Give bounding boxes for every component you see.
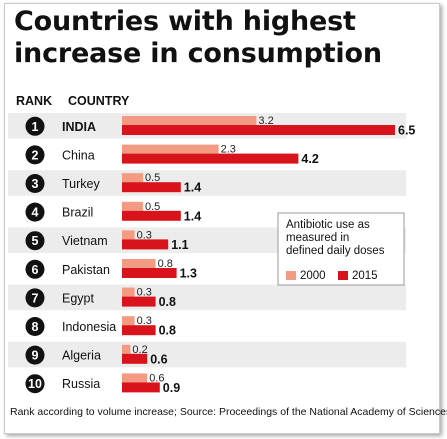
footnote: Rank according to volume increase; Sourc… bbox=[10, 406, 447, 418]
bar-2000-turkey bbox=[122, 173, 143, 183]
row-stripe-algeria bbox=[8, 341, 406, 368]
title-line-1: Countries with highest bbox=[14, 6, 356, 37]
bar-2000-china bbox=[122, 144, 219, 154]
rank-number-china: 2 bbox=[32, 148, 39, 162]
value-2015-india: 6.5 bbox=[398, 124, 415, 138]
value-2000-indonesia: 0.3 bbox=[137, 315, 152, 327]
country-label-india: INDIA bbox=[62, 120, 96, 134]
legend-title-line-1: Antibiotic use as bbox=[286, 219, 370, 231]
value-2000-brazil: 0.5 bbox=[145, 201, 160, 213]
country-header: COUNTRY bbox=[68, 94, 130, 108]
country-label-indonesia: Indonesia bbox=[62, 320, 116, 334]
legend-title-line-3: defined daily doses bbox=[286, 245, 385, 257]
value-2015-china: 4.2 bbox=[301, 152, 318, 166]
rank-number-algeria: 9 bbox=[32, 349, 39, 363]
value-2000-china: 2.3 bbox=[221, 144, 236, 156]
bar-2015-indonesia bbox=[122, 325, 156, 336]
value-2015-indonesia: 0.8 bbox=[159, 324, 176, 338]
rank-badge-egypt bbox=[25, 288, 45, 308]
rank-number-vietnam: 5 bbox=[32, 234, 39, 248]
title-line-2: increase in consumption bbox=[14, 38, 382, 69]
rank-badge-turkey bbox=[25, 174, 45, 193]
bar-2000-russia bbox=[122, 373, 148, 383]
country-label-brazil: Brazil bbox=[62, 206, 93, 220]
bar-2000-egypt bbox=[122, 287, 135, 297]
bar-2015-vietnam bbox=[122, 239, 169, 250]
bar-2000-india bbox=[122, 116, 257, 125]
rank-badge-indonesia bbox=[25, 317, 45, 336]
rank-number-brazil: 4 bbox=[32, 206, 39, 220]
bar-2000-vietnam bbox=[122, 230, 135, 240]
country-label-pakistan: Pakistan bbox=[62, 263, 110, 277]
value-2000-vietnam: 0.3 bbox=[137, 229, 152, 241]
legend-title-line-2: measured in bbox=[286, 232, 349, 244]
rank-badge-algeria bbox=[25, 345, 45, 365]
bar-2015-algeria bbox=[122, 353, 148, 364]
rank-badge-russia bbox=[25, 374, 45, 394]
value-2000-egypt: 0.3 bbox=[137, 287, 152, 299]
bar-2015-russia bbox=[122, 382, 160, 393]
rank-number-india: 1 bbox=[32, 120, 39, 134]
value-2000-india: 3.2 bbox=[258, 115, 273, 127]
bar-2000-algeria bbox=[122, 344, 131, 354]
legend-label-2015: 2015 bbox=[352, 270, 378, 282]
legend-label-2000: 2000 bbox=[300, 270, 326, 282]
rank-badge-pakistan bbox=[25, 259, 45, 279]
chart-title: Countries with highest increase in consu… bbox=[14, 6, 434, 70]
country-label-egypt: Egypt bbox=[62, 291, 94, 305]
rank-number-russia: 10 bbox=[28, 377, 42, 391]
rank-badge-india bbox=[25, 116, 45, 136]
bar-2015-pakistan bbox=[122, 268, 177, 278]
row-stripe-egypt bbox=[8, 284, 406, 311]
country-label-algeria: Algeria bbox=[62, 349, 101, 363]
rank-badge-brazil bbox=[25, 202, 45, 222]
rank-badge-china bbox=[25, 145, 45, 165]
rank-number-egypt: 7 bbox=[32, 291, 39, 305]
bar-2000-indonesia bbox=[122, 316, 135, 326]
rank-number-turkey: 3 bbox=[32, 177, 39, 191]
bar-2000-pakistan bbox=[122, 259, 156, 268]
bar-2000-brazil bbox=[122, 201, 143, 211]
country-label-china: China bbox=[62, 148, 95, 162]
bar-2015-india bbox=[122, 125, 395, 135]
value-2000-pakistan: 0.8 bbox=[158, 258, 173, 270]
value-2015-pakistan: 1.3 bbox=[180, 267, 197, 281]
bar-2015-egypt bbox=[122, 296, 156, 307]
value-2000-turkey: 0.5 bbox=[145, 172, 160, 184]
row-stripe-turkey bbox=[8, 170, 406, 196]
country-label-vietnam: Vietnam bbox=[62, 234, 108, 248]
value-2015-algeria: 0.6 bbox=[150, 352, 167, 366]
value-2015-vietnam: 1.1 bbox=[171, 238, 188, 252]
value-2015-russia: 0.9 bbox=[163, 381, 180, 395]
bar-2015-brazil bbox=[122, 210, 181, 221]
country-label-russia: Russia bbox=[62, 377, 100, 391]
bar-2015-turkey bbox=[122, 182, 181, 193]
value-2015-egypt: 0.8 bbox=[159, 295, 176, 309]
value-2015-brazil: 1.4 bbox=[184, 209, 201, 223]
legend-swatch-2000 bbox=[286, 271, 296, 280]
rank-number-pakistan: 6 bbox=[32, 263, 39, 277]
value-2000-russia: 0.6 bbox=[149, 372, 164, 384]
value-2000-algeria: 0.2 bbox=[132, 344, 147, 356]
country-label-turkey: Turkey bbox=[62, 177, 100, 191]
legend-swatch-2015 bbox=[338, 271, 348, 280]
bar-2015-china bbox=[122, 153, 299, 164]
value-2015-turkey: 1.4 bbox=[184, 181, 201, 195]
rank-badge-vietnam bbox=[25, 231, 45, 251]
rank-header: RANK bbox=[16, 94, 53, 108]
rank-number-indonesia: 8 bbox=[32, 320, 39, 334]
